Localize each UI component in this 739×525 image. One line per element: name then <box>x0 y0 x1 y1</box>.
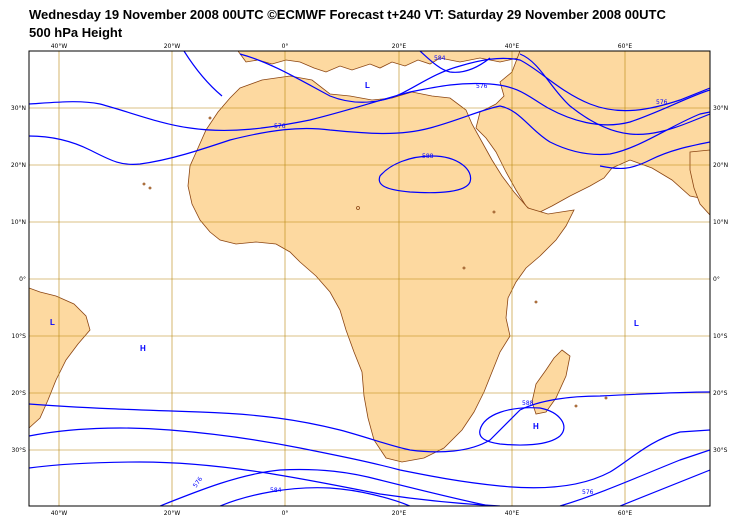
map-frame <box>28 50 711 507</box>
contour-label: 576 <box>582 489 594 496</box>
contour-sahara-588 <box>378 155 472 194</box>
contour-north-576-high <box>183 51 223 97</box>
contour-south-560 <box>219 487 411 506</box>
contour-north-576-west <box>29 82 710 132</box>
india-land <box>689 149 710 216</box>
low-pressure-marker: L <box>634 319 639 328</box>
contour-north-580 <box>599 141 710 170</box>
lat-label-right: 30°S <box>713 447 728 454</box>
land-masses <box>29 51 710 463</box>
contour-south-584 <box>29 427 710 489</box>
graticule <box>29 51 710 506</box>
lat-label-left: 20°N <box>11 162 26 169</box>
lon-label-bottom: 20°E <box>392 510 407 517</box>
lon-label-bottom: 60°E <box>618 510 633 517</box>
lon-label-top: 60°E <box>618 43 633 50</box>
lat-label-right: 20°N <box>713 162 728 169</box>
high-pressure-marker: H <box>140 344 146 353</box>
contour-south-east-2 <box>619 469 710 506</box>
contour-label: 588 <box>422 153 434 160</box>
longitude-labels: 40°W 20°W 0° 20°E 40°E 60°E 40°W 20°W 0°… <box>51 43 633 517</box>
contour-label: 588 <box>522 400 534 407</box>
lat-label-left: 20°S <box>12 390 27 397</box>
contour-north-572 <box>519 53 710 135</box>
pressure-centers: L H L H L <box>50 81 639 431</box>
lat-label-left: 0° <box>19 276 26 283</box>
lat-label-left: 10°S <box>12 333 27 340</box>
height-contours <box>29 51 710 506</box>
low-pressure-marker: L <box>50 318 55 327</box>
lat-label-left: 30°N <box>11 105 26 112</box>
low-pressure-marker-small: L <box>365 81 370 90</box>
lat-label-right: 20°S <box>713 390 728 397</box>
lon-label-bottom: 40°E <box>505 510 520 517</box>
contour-south-568 <box>159 468 491 506</box>
lat-label-right: 10°S <box>713 333 728 340</box>
contour-madagascar-588 <box>479 407 565 446</box>
contour-south-588 <box>29 391 710 453</box>
contour-label: 584 <box>434 55 446 62</box>
lat-label-left: 10°N <box>11 219 26 226</box>
lat-label-right: 10°N <box>713 219 728 226</box>
latitude-labels: 30°N 20°N 10°N 0° 10°S 20°S 30°S 30°N 20… <box>11 105 728 454</box>
contour-label: 584 <box>270 487 282 494</box>
contour-label: 576 <box>192 476 204 490</box>
chart-title: Wednesday 19 November 2008 00UTC ©ECMWF … <box>29 7 666 22</box>
lon-label-bottom: 0° <box>282 510 289 517</box>
lon-label-top: 40°E <box>505 43 520 50</box>
contour-label: 576 <box>274 123 286 130</box>
contour-north-560 <box>419 51 491 73</box>
lon-label-bottom: 40°W <box>51 510 68 517</box>
lat-label-right: 0° <box>713 276 720 283</box>
contour-north-584 <box>239 53 710 112</box>
contour-label: 576 <box>476 83 488 90</box>
lon-label-top: 0° <box>282 43 289 50</box>
contour-south-east <box>559 449 710 506</box>
lon-label-bottom: 20°W <box>164 510 181 517</box>
contour-label: 576 <box>656 99 668 106</box>
high-pressure-marker: H <box>533 422 539 431</box>
madagascar-land <box>531 349 571 415</box>
lon-label-top: 20°W <box>164 43 181 50</box>
chart-subtitle: 500 hPa Height <box>29 25 123 40</box>
lon-label-top: 20°E <box>392 43 407 50</box>
contour-south-576 <box>29 461 501 506</box>
lon-label-top: 40°W <box>51 43 68 50</box>
africa-land <box>187 75 575 463</box>
lat-label-right: 30°N <box>713 105 728 112</box>
contour-north-576-east <box>29 105 710 165</box>
lat-label-left: 30°S <box>12 447 27 454</box>
